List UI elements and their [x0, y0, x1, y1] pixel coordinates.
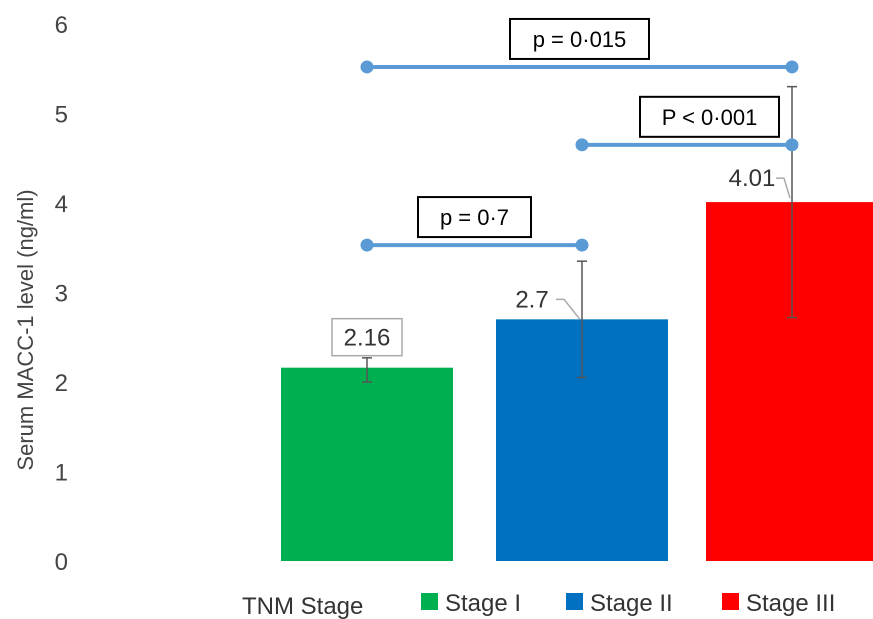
- p-value-label: p = 0·015: [533, 27, 627, 52]
- legend-title: TNM Stage: [242, 593, 363, 619]
- y-tick-label: 1: [55, 460, 68, 487]
- comparison-bracket: p = 0·7: [360, 196, 589, 252]
- error-bar: [362, 357, 372, 383]
- y-tick-label: 0: [55, 549, 68, 576]
- y-tick-label: 4: [55, 191, 68, 218]
- legend-swatch: [566, 593, 583, 610]
- legend-swatch: [722, 593, 739, 610]
- p-value-box: [509, 17, 650, 60]
- p-value-box: [639, 95, 780, 138]
- legend: TNM Stage Stage I Stage II Stage III: [242, 590, 835, 619]
- legend-entry: Stage III: [746, 590, 835, 617]
- p-value-label: P < 0·001: [662, 105, 758, 130]
- error-bar: [577, 260, 587, 379]
- y-tick-label: 3: [55, 281, 68, 308]
- data-label: 4.01: [729, 165, 776, 192]
- data-label-leader: [556, 298, 581, 320]
- p-value-label: p = 0·7: [440, 205, 509, 230]
- legend-swatch: [421, 593, 438, 610]
- data-label: 2.16: [344, 325, 391, 352]
- y-tick-label: 6: [55, 12, 68, 39]
- data-label-box: [331, 317, 403, 357]
- error-bar: [787, 85, 797, 319]
- significance-brackets: p = 0·015 P < 0·001 p = 0·7: [360, 17, 799, 252]
- bars: [281, 202, 873, 562]
- y-tick-label: 2: [55, 370, 68, 397]
- y-axis-label: Serum MACC-1 level (ng/ml): [13, 189, 38, 470]
- y-axis-ticks: 0 1 2 3 4 5 6: [55, 12, 68, 576]
- legend-entry: Stage I: [445, 590, 521, 617]
- error-bars: [362, 85, 797, 383]
- bar: [706, 202, 873, 562]
- p-value-box: [417, 196, 532, 239]
- data-labels: 2.16 2.7 4.01: [331, 165, 791, 357]
- legend-entry: Stage II: [590, 590, 673, 617]
- y-tick-label: 5: [55, 102, 68, 129]
- comparison-bracket: p = 0·015: [360, 17, 799, 74]
- data-label-leader: [776, 177, 791, 199]
- data-label: 2.7: [515, 286, 548, 313]
- comparison-bracket: P < 0·001: [575, 95, 799, 152]
- bar: [281, 367, 453, 561]
